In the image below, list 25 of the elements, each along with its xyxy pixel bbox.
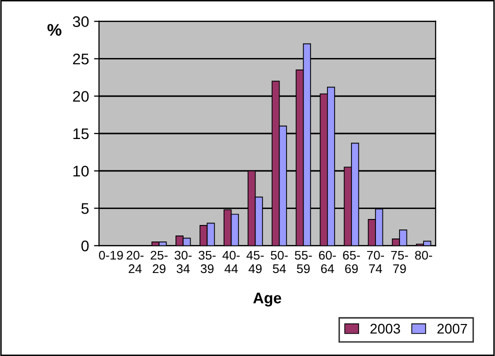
x-axis-title: Age bbox=[253, 292, 282, 307]
legend-label: 2003 bbox=[370, 324, 400, 334]
x-tick-label: 20- 24 bbox=[126, 250, 144, 274]
x-tick-label: 80- bbox=[415, 250, 432, 260]
x-tick-label: 0-19 bbox=[99, 250, 123, 260]
y-tick-label: 30 bbox=[72, 16, 89, 28]
x-tick-label: 75- 79 bbox=[391, 250, 408, 274]
x-tick-label: 70- 74 bbox=[367, 250, 384, 274]
legend-label: 2007 bbox=[437, 324, 467, 334]
y-tick-label: 15 bbox=[73, 128, 89, 140]
y-tick-label: 25 bbox=[73, 54, 89, 64]
x-tick-label: 55- 59 bbox=[294, 250, 312, 274]
x-tick-label: 45- 49 bbox=[246, 250, 264, 274]
x-tick-label: 40- 44 bbox=[222, 250, 240, 274]
y-tick-label: 0 bbox=[81, 240, 89, 252]
x-tick-label: 25- 29 bbox=[150, 250, 168, 274]
x-tick-label: 30- 34 bbox=[174, 250, 192, 274]
y-tick-label: 20 bbox=[73, 90, 89, 102]
y-tick-label: 10 bbox=[73, 166, 89, 177]
x-tick-label: 65- 69 bbox=[343, 250, 360, 274]
x-tick-label: 60- 64 bbox=[319, 250, 336, 274]
y-axis-title: % bbox=[47, 24, 62, 36]
x-tick-label: 35- 39 bbox=[198, 250, 216, 274]
y-tick-label: 5 bbox=[81, 203, 89, 214]
x-tick-label: 50- 54 bbox=[270, 250, 288, 274]
